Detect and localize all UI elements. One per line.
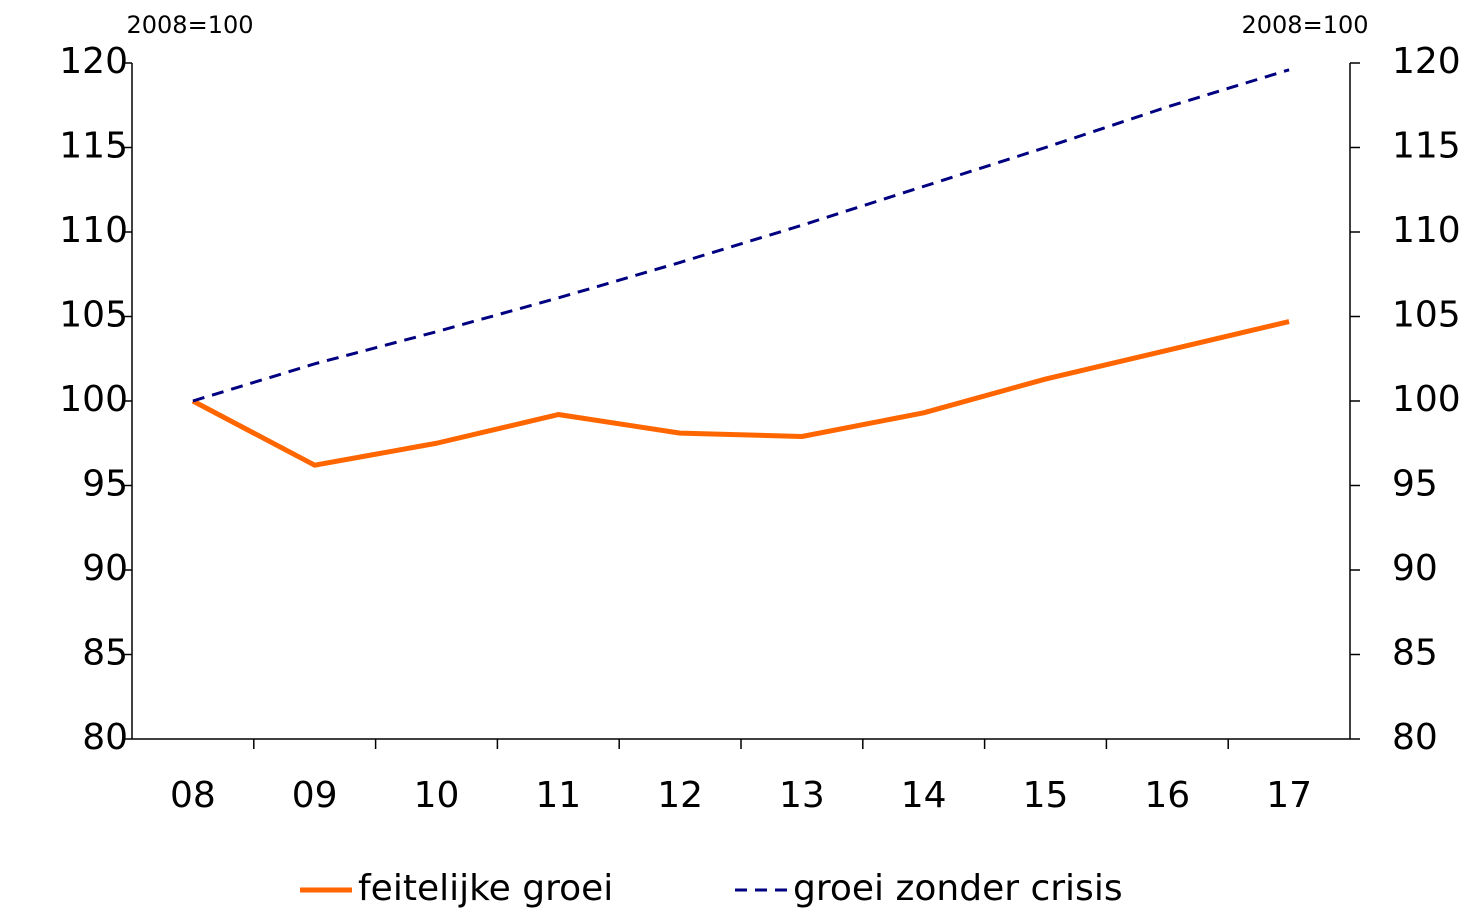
y-tick-label: 115: [59, 126, 128, 167]
x-tick-label: 14: [901, 775, 947, 816]
line-series: [191, 319, 1290, 468]
y-tick-label: 85: [82, 633, 128, 674]
y2-tick-label: 105: [1392, 295, 1461, 336]
y-tick-label: 110: [59, 210, 128, 251]
y2-tick-label: 120: [1392, 41, 1461, 82]
y2-tick-label: 110: [1392, 210, 1461, 251]
legend-label: feitelijke groei: [358, 868, 613, 909]
y-tick-label: 95: [82, 464, 128, 505]
x-tick-label: 09: [292, 775, 338, 816]
y-tick-label: 100: [59, 379, 128, 420]
x-tick-label: 10: [414, 775, 460, 816]
y-tick-label: 80: [82, 717, 128, 758]
line-series: [192, 68, 1290, 403]
y2-tick-label: 100: [1392, 379, 1461, 420]
x-tick-label: 17: [1266, 775, 1312, 816]
y-tick-label: 105: [59, 295, 128, 336]
y2-tick-label: 115: [1392, 126, 1461, 167]
x-tick-label: 11: [535, 775, 581, 816]
y-tick-label: 120: [59, 41, 128, 82]
x-tick-label: 16: [1144, 775, 1190, 816]
y2-axis-unit: 2008=100: [1242, 11, 1369, 39]
y-axis-unit: 2008=100: [127, 11, 254, 39]
y2-tick-label: 80: [1392, 717, 1438, 758]
x-tick-label: 08: [170, 775, 216, 816]
y2-tick-label: 95: [1392, 464, 1438, 505]
y-tick-label: 90: [82, 548, 128, 589]
legend-label: groei zonder crisis: [793, 868, 1123, 909]
x-tick-label: 13: [779, 775, 825, 816]
x-tick-label: 15: [1023, 775, 1069, 816]
y2-tick-label: 85: [1392, 633, 1438, 674]
y2-tick-label: 90: [1392, 548, 1438, 589]
x-tick-label: 12: [657, 775, 703, 816]
